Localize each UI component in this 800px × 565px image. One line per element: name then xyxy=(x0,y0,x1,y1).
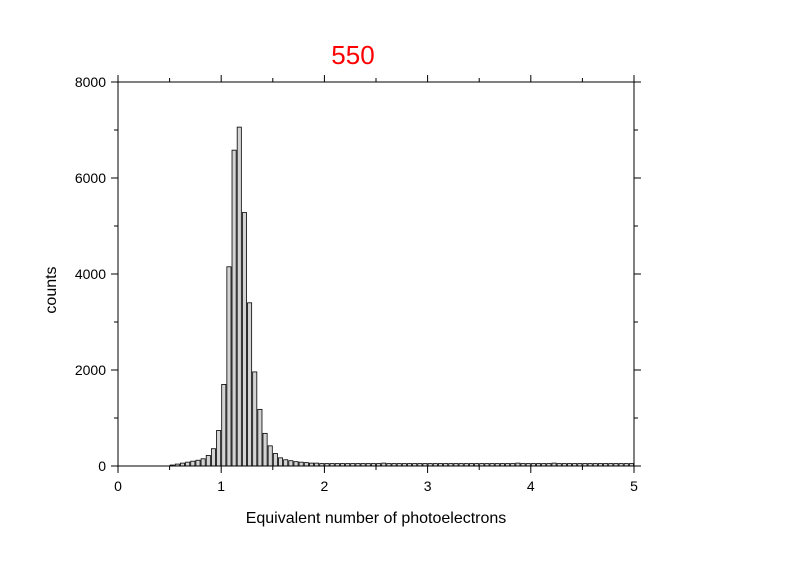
x-tick-label: 0 xyxy=(114,478,122,494)
histogram-bar xyxy=(200,458,206,467)
histogram-bar xyxy=(298,461,304,467)
x-tick-label: 2 xyxy=(321,478,329,494)
y-tick-label: 4000 xyxy=(75,266,106,282)
y-tick-label: 6000 xyxy=(75,170,106,186)
x-tick-label: 4 xyxy=(527,478,535,494)
histogram-bar xyxy=(221,383,227,467)
histogram-bar xyxy=(267,445,273,467)
y-tick-label: 8000 xyxy=(75,74,106,90)
histogram-bar xyxy=(231,149,237,467)
histogram-bar xyxy=(278,457,284,467)
histogram-bar xyxy=(283,459,289,467)
x-tick-label: 5 xyxy=(630,478,638,494)
histogram-bar xyxy=(257,408,263,467)
histogram-bar xyxy=(216,430,222,467)
histogram-bar xyxy=(252,371,258,467)
histogram-bar xyxy=(190,460,196,467)
histogram-bar xyxy=(226,266,232,467)
histogram-bar xyxy=(247,302,253,467)
histogram-bar xyxy=(293,461,299,467)
x-tick-label: 3 xyxy=(424,478,432,494)
x-tick-label: 1 xyxy=(217,478,225,494)
histogram-bar xyxy=(185,461,191,467)
y-tick-label: 2000 xyxy=(75,362,106,378)
histogram-bar xyxy=(210,448,216,467)
x-axis-label: Equivalent number of photoelectrons xyxy=(246,510,507,527)
histogram-bar xyxy=(241,212,247,467)
axis-tick-labels: 0 1 2 3 4 5 0 2000 4000 6000 8000 xyxy=(75,74,638,494)
plot-frame xyxy=(117,81,635,467)
y-axis-label: counts xyxy=(43,266,60,313)
histogram-bar xyxy=(272,453,278,467)
histogram-bar xyxy=(288,460,294,467)
y-tick-label: 0 xyxy=(98,458,106,474)
chart-title: 550 xyxy=(331,40,374,70)
histogram-bar xyxy=(236,126,242,467)
histogram-bar xyxy=(262,432,268,467)
axis-ticks xyxy=(111,75,641,473)
bars-group xyxy=(169,126,634,467)
histogram-bar xyxy=(303,462,309,467)
histogram-bar xyxy=(195,459,201,467)
histogram-bar xyxy=(205,455,211,467)
